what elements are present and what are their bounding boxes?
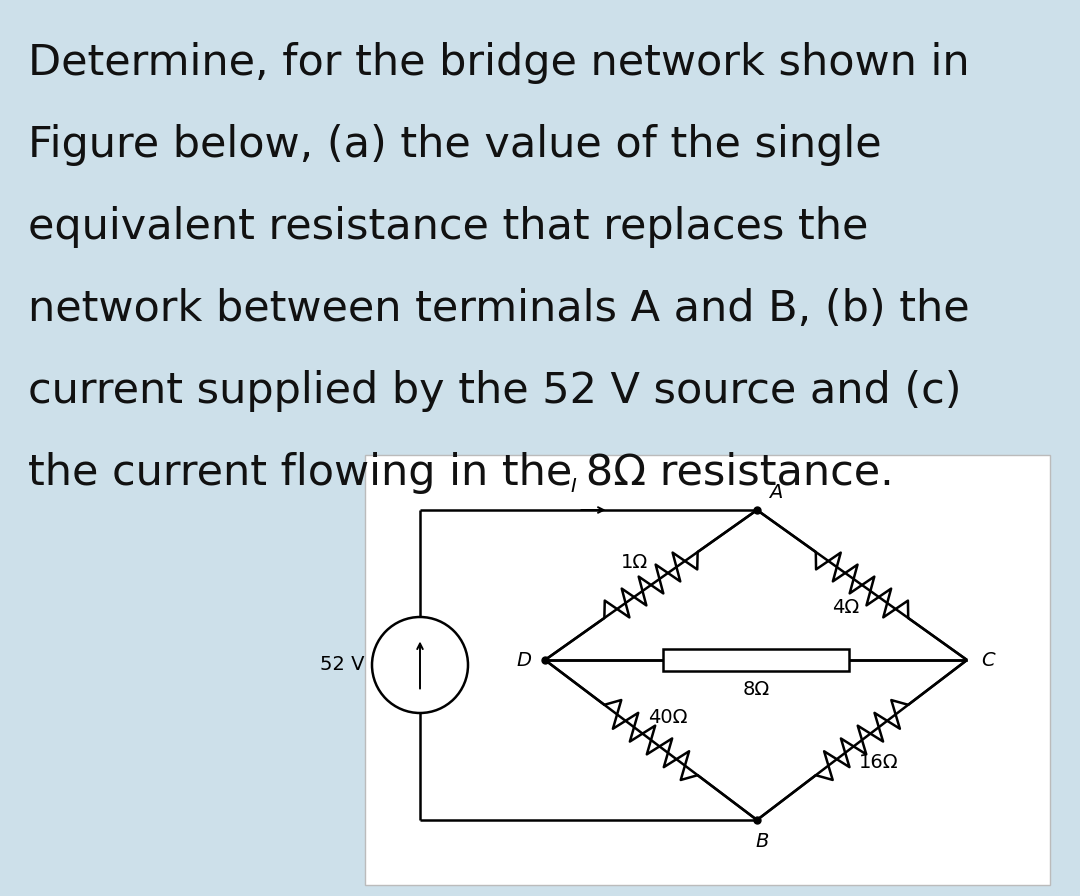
- Text: 4Ω: 4Ω: [832, 599, 860, 617]
- Text: 52 V: 52 V: [320, 656, 364, 675]
- Text: I: I: [570, 477, 577, 496]
- Circle shape: [372, 617, 468, 713]
- Text: D: D: [516, 650, 531, 669]
- Text: the current flowing in the 8Ω resistance.: the current flowing in the 8Ω resistance…: [28, 452, 894, 494]
- Text: 1Ω: 1Ω: [621, 553, 648, 572]
- Text: 16Ω: 16Ω: [860, 753, 899, 771]
- Text: Determine, for the bridge network shown in: Determine, for the bridge network shown …: [28, 42, 970, 84]
- Text: B: B: [755, 832, 769, 851]
- Text: A: A: [769, 483, 782, 502]
- Text: network between terminals A and B, (b) the: network between terminals A and B, (b) t…: [28, 288, 970, 330]
- Text: 8Ω: 8Ω: [742, 680, 770, 699]
- Text: 40Ω: 40Ω: [648, 708, 688, 728]
- Bar: [663, 649, 849, 671]
- Text: equivalent resistance that replaces the: equivalent resistance that replaces the: [28, 206, 868, 248]
- Bar: [365, 455, 1050, 885]
- Text: current supplied by the 52 V source and (c): current supplied by the 52 V source and …: [28, 370, 961, 412]
- Text: Figure below, (a) the value of the single: Figure below, (a) the value of the singl…: [28, 124, 881, 166]
- Text: C: C: [981, 650, 995, 669]
